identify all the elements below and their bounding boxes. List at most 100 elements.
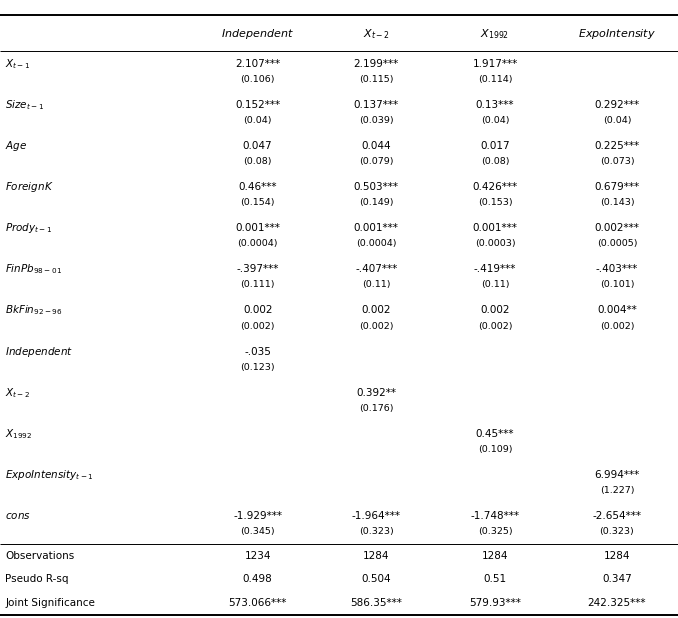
Text: 0.002: 0.002	[361, 305, 391, 315]
Text: 0.292***: 0.292***	[595, 100, 639, 110]
Text: (0.073): (0.073)	[599, 157, 635, 166]
Text: 0.047: 0.047	[243, 141, 273, 151]
Text: (0.04): (0.04)	[243, 116, 272, 125]
Text: $\mathit{FinPb}_{98-01}$: $\mathit{FinPb}_{98-01}$	[5, 263, 62, 276]
Text: (0.079): (0.079)	[359, 157, 393, 166]
Text: 0.152***: 0.152***	[235, 100, 280, 110]
Text: (0.325): (0.325)	[477, 527, 513, 536]
Text: 573.066***: 573.066***	[228, 598, 287, 608]
Text: 0.002***: 0.002***	[595, 223, 639, 233]
Text: 2.199***: 2.199***	[354, 59, 399, 69]
Text: -.407***: -.407***	[355, 265, 397, 274]
Text: 2.107***: 2.107***	[235, 59, 280, 69]
Text: (0.143): (0.143)	[599, 198, 635, 207]
Text: (0.0004): (0.0004)	[356, 239, 397, 248]
Text: 0.51: 0.51	[483, 574, 506, 585]
Text: (1.227): (1.227)	[600, 486, 634, 495]
Text: (0.002): (0.002)	[241, 321, 275, 331]
Text: 242.325***: 242.325***	[588, 598, 646, 608]
Text: 0.45***: 0.45***	[476, 429, 514, 439]
Text: (0.002): (0.002)	[359, 321, 393, 331]
Text: (0.039): (0.039)	[359, 116, 394, 125]
Text: 0.137***: 0.137***	[354, 100, 399, 110]
Text: (0.109): (0.109)	[478, 445, 512, 454]
Text: 0.044: 0.044	[361, 141, 391, 151]
Text: $\mathit{cons}$: $\mathit{cons}$	[5, 511, 31, 521]
Text: (0.002): (0.002)	[600, 321, 634, 331]
Text: 0.392**: 0.392**	[357, 387, 396, 397]
Text: (0.123): (0.123)	[240, 363, 275, 371]
Text: (0.0003): (0.0003)	[475, 239, 515, 248]
Text: 0.004**: 0.004**	[597, 305, 637, 315]
Text: 6.994***: 6.994***	[595, 470, 639, 480]
Text: (0.176): (0.176)	[359, 404, 393, 413]
Text: $\mathit{Independent}$: $\mathit{Independent}$	[221, 27, 294, 41]
Text: 1284: 1284	[603, 551, 631, 561]
Text: 0.002: 0.002	[480, 305, 510, 315]
Text: 0.498: 0.498	[243, 574, 273, 585]
Text: (0.111): (0.111)	[241, 281, 275, 289]
Text: 0.426***: 0.426***	[473, 182, 517, 192]
Text: -.397***: -.397***	[237, 265, 279, 274]
Text: (0.345): (0.345)	[240, 527, 275, 536]
Text: 0.504: 0.504	[361, 574, 391, 585]
Text: 1234: 1234	[244, 551, 271, 561]
Text: -2.654***: -2.654***	[593, 511, 641, 521]
Text: $\mathit{Size}_{t-1}$: $\mathit{Size}_{t-1}$	[5, 98, 45, 112]
Text: (0.153): (0.153)	[477, 198, 513, 207]
Text: (0.323): (0.323)	[359, 527, 394, 536]
Text: (0.101): (0.101)	[600, 281, 634, 289]
Text: 0.001***: 0.001***	[354, 223, 399, 233]
Text: (0.002): (0.002)	[478, 321, 512, 331]
Text: 586.35***: 586.35***	[351, 598, 402, 608]
Text: (0.154): (0.154)	[241, 198, 275, 207]
Text: $X_{1992}$: $X_{1992}$	[5, 427, 33, 441]
Text: (0.323): (0.323)	[599, 527, 635, 536]
Text: (0.11): (0.11)	[481, 281, 509, 289]
Text: $\mathit{ExpoIntensity}$: $\mathit{ExpoIntensity}$	[578, 27, 656, 41]
Text: (0.04): (0.04)	[603, 116, 631, 125]
Text: $X_{t-1}$: $X_{t-1}$	[5, 57, 31, 70]
Text: 0.13***: 0.13***	[476, 100, 514, 110]
Text: 0.679***: 0.679***	[595, 182, 639, 192]
Text: (0.114): (0.114)	[478, 75, 512, 84]
Text: 0.001***: 0.001***	[235, 223, 280, 233]
Text: (0.11): (0.11)	[362, 281, 391, 289]
Text: (0.115): (0.115)	[359, 75, 393, 84]
Text: $\mathit{Independent}$: $\mathit{Independent}$	[5, 344, 73, 358]
Text: (0.08): (0.08)	[481, 157, 509, 166]
Text: 0.347: 0.347	[602, 574, 632, 585]
Text: (0.04): (0.04)	[481, 116, 509, 125]
Text: -1.929***: -1.929***	[233, 511, 282, 521]
Text: $\mathit{BkFin}_{92-96}$: $\mathit{BkFin}_{92-96}$	[5, 303, 63, 317]
Text: -1.964***: -1.964***	[352, 511, 401, 521]
Text: 1.917***: 1.917***	[473, 59, 517, 69]
Text: $X_{t-2}$: $X_{t-2}$	[363, 27, 390, 41]
Text: 0.503***: 0.503***	[354, 182, 399, 192]
Text: $\mathit{ExpoIntensity}_{t-1}$: $\mathit{ExpoIntensity}_{t-1}$	[5, 468, 94, 482]
Text: $\mathit{ForeignK}$: $\mathit{ForeignK}$	[5, 180, 54, 194]
Text: Observations: Observations	[5, 551, 75, 561]
Text: 0.46***: 0.46***	[239, 182, 277, 192]
Text: Joint Significance: Joint Significance	[5, 598, 96, 608]
Text: 0.017: 0.017	[480, 141, 510, 151]
Text: $\mathit{Prody}_{t-1}$: $\mathit{Prody}_{t-1}$	[5, 221, 53, 235]
Text: (0.106): (0.106)	[241, 75, 275, 84]
Text: 0.001***: 0.001***	[473, 223, 517, 233]
Text: (0.149): (0.149)	[359, 198, 393, 207]
Text: 1284: 1284	[363, 551, 390, 561]
Text: (0.0004): (0.0004)	[237, 239, 278, 248]
Text: 1284: 1284	[481, 551, 508, 561]
Text: $X_{1992}$: $X_{1992}$	[481, 27, 509, 41]
Text: $X_{t-2}$: $X_{t-2}$	[5, 386, 31, 399]
Text: (0.0005): (0.0005)	[597, 239, 637, 248]
Text: -.035: -.035	[244, 347, 271, 357]
Text: -.419***: -.419***	[474, 265, 516, 274]
Text: $\mathit{Age}$: $\mathit{Age}$	[5, 139, 28, 153]
Text: 0.225***: 0.225***	[595, 141, 639, 151]
Text: -.403***: -.403***	[596, 265, 638, 274]
Text: Pseudo R-sq: Pseudo R-sq	[5, 574, 69, 585]
Text: 579.93***: 579.93***	[469, 598, 521, 608]
Text: -1.748***: -1.748***	[471, 511, 519, 521]
Text: 0.002: 0.002	[243, 305, 273, 315]
